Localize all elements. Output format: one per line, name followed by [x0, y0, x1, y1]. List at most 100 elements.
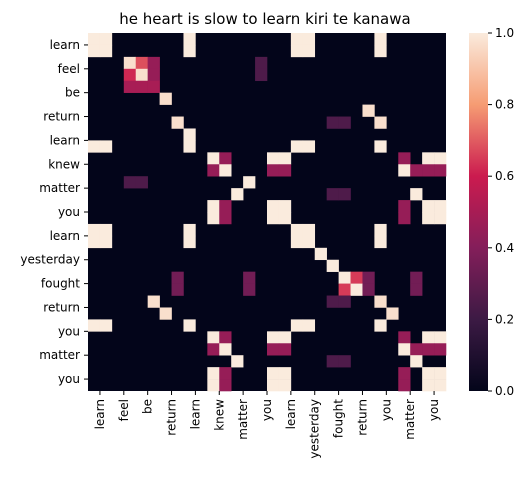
heatmap-cell — [290, 235, 304, 249]
x-tick-label: return — [355, 399, 369, 436]
heatmap-cell — [278, 379, 292, 392]
heatmap-cell — [219, 367, 232, 380]
heatmap-cell — [350, 283, 363, 296]
x-tick-label: knew — [212, 399, 226, 431]
heatmap-cell — [290, 44, 304, 58]
heatmap-cell — [290, 33, 304, 46]
heatmap-cell — [183, 319, 196, 332]
heatmap-cell — [374, 319, 387, 332]
y-tick-label: fought — [41, 277, 80, 291]
heatmap-cell — [159, 92, 172, 105]
colorbar-tick-label: 0.4 — [495, 241, 514, 255]
heatmap-cell — [99, 235, 113, 249]
y-tick-label: yesterday — [20, 253, 80, 267]
heatmap-cell — [374, 140, 387, 153]
colorbar-tick-label: 0.8 — [495, 98, 514, 112]
heatmap-cell — [338, 295, 351, 308]
heatmap-cell — [410, 164, 423, 177]
heatmap-cell — [135, 80, 148, 93]
heatmap-cell — [99, 33, 113, 46]
x-tick-label: matter — [236, 399, 250, 440]
heatmap-cell — [219, 200, 232, 213]
heatmap-cell — [290, 140, 304, 153]
heatmap-cell — [278, 152, 292, 165]
y-tick-label: matter — [39, 181, 80, 195]
heatmap-cell — [207, 200, 220, 213]
heatmap-cell — [422, 212, 435, 225]
heatmap-cell — [219, 343, 232, 356]
heatmap-cell — [267, 152, 280, 165]
heatmap-cell — [123, 80, 137, 93]
heatmap-cell — [398, 379, 411, 392]
heatmap-cell — [219, 379, 232, 392]
heatmap-cell — [398, 152, 411, 165]
heatmap-cell — [422, 331, 435, 344]
heatmap-cell — [278, 212, 292, 225]
heatmap-cell — [410, 343, 423, 356]
heatmap-cell — [243, 176, 256, 189]
heatmap-cell — [398, 164, 411, 177]
x-tick-label: matter — [403, 399, 417, 440]
heatmap-cell — [88, 33, 101, 46]
y-tick-label: feel — [58, 62, 80, 76]
colorbar-tick-label: 1.0 — [495, 26, 514, 40]
heatmap-cell — [88, 319, 101, 332]
heatmap-cell — [278, 164, 292, 177]
x-axis: learn feel be return learn knew matter you learn… — [93, 391, 441, 459]
heatmap-cell — [207, 212, 220, 225]
heatmap-cell — [290, 319, 304, 332]
heatmap-cell — [410, 188, 423, 201]
heatmap-cell — [374, 295, 387, 308]
heatmap-cell — [338, 271, 351, 284]
heatmap-cell — [231, 355, 244, 368]
heatmap-cell — [183, 128, 196, 141]
heatmap-cell — [243, 283, 256, 296]
heatmap-cell — [362, 104, 375, 117]
heatmap-cell — [314, 247, 327, 261]
heatmap-cell — [183, 140, 196, 153]
colorbar-tick-label: 0.2 — [495, 312, 514, 326]
heatmap-cell — [171, 283, 184, 296]
heatmap-cell — [171, 116, 184, 129]
heatmap-cell — [219, 331, 232, 344]
heatmap-cell — [386, 307, 399, 320]
heatmap-cell — [374, 44, 387, 58]
heatmap-cell — [338, 355, 351, 368]
heatmap-cell — [183, 44, 196, 58]
heatmap-cell — [278, 367, 292, 380]
heatmap-cell — [434, 343, 447, 356]
heatmap-cell — [338, 116, 351, 129]
heatmap-cell — [183, 33, 196, 46]
heatmap-cell — [219, 152, 232, 165]
heatmap-cell — [207, 331, 220, 344]
x-tick-label: you — [379, 399, 393, 421]
x-tick-label: learn — [188, 399, 202, 429]
heatmap-cell — [99, 319, 113, 332]
heatmap-plot-area — [88, 33, 447, 392]
y-tick-label: you — [58, 205, 80, 219]
heatmap-cell — [398, 331, 411, 344]
heatmap-cell — [398, 367, 411, 380]
heatmap-cell — [302, 44, 316, 58]
heatmap-cell — [88, 44, 101, 58]
heatmap-cell — [88, 235, 101, 249]
heatmap-cell — [231, 188, 244, 201]
heatmap-cell — [135, 56, 148, 70]
heatmap-cell — [374, 223, 387, 237]
heatmap-cell — [398, 200, 411, 213]
heatmap-cell — [99, 140, 113, 153]
y-tick-label: matter — [39, 348, 80, 362]
heatmap-cell — [123, 176, 137, 189]
heatmap-cell — [267, 343, 280, 356]
heatmap-cell — [410, 283, 423, 296]
heatmap-cell — [278, 331, 292, 344]
heatmap-cell — [267, 200, 280, 213]
x-tick-label: learn — [93, 399, 107, 429]
y-tick-label: you — [58, 324, 80, 338]
heatmap-cell — [183, 235, 196, 249]
heatmap-cell — [207, 164, 220, 177]
heatmap-cell — [410, 271, 423, 284]
heatmap-cell — [326, 116, 339, 129]
heatmap-cell — [207, 379, 220, 392]
